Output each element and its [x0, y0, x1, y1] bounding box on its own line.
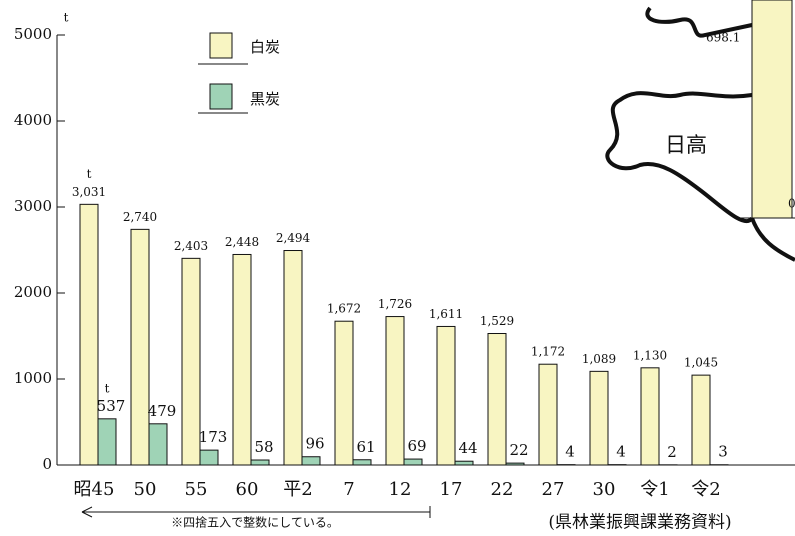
bar: [334, 320, 354, 466]
map-edge-label: 0: [788, 197, 795, 211]
value-label: 1,672: [327, 302, 361, 316]
map-bar: [751, 0, 793, 219]
bar: [505, 462, 525, 466]
value-label: 1,045: [684, 356, 718, 370]
x-tick-label: 令1: [640, 479, 669, 500]
unit-label: t: [105, 381, 110, 395]
value-label: 2,448: [225, 235, 259, 249]
value-label: 2,403: [174, 239, 208, 253]
bar: [301, 456, 321, 466]
bar: [79, 203, 99, 466]
x-tick-label: 22: [491, 479, 514, 500]
bar: [130, 228, 150, 466]
bar: [199, 449, 219, 466]
value-label: 61: [356, 438, 375, 456]
bar: [487, 333, 507, 466]
y-tick-label: 4000: [14, 111, 52, 129]
value-label: 479: [148, 402, 177, 420]
value-label: 1,089: [582, 352, 616, 366]
map-value: 698.1: [706, 31, 740, 45]
bar: [538, 363, 558, 466]
x-tick-label: 7: [343, 479, 354, 500]
x-tick-label: 令2: [691, 479, 720, 500]
value-label: 3,031: [72, 185, 106, 199]
map-region: 日高: [665, 133, 707, 157]
bar: [640, 367, 660, 466]
map-outline: [605, 6, 795, 262]
value-label: 69: [407, 437, 426, 455]
legend-swatch: [209, 83, 233, 110]
value-label: 2,740: [123, 210, 157, 224]
bar: [148, 423, 168, 466]
value-label: 4: [616, 443, 626, 461]
note: ※四捨五入で整数にしている。: [171, 515, 339, 530]
value-label: 3: [718, 443, 728, 461]
value-label: 22: [509, 441, 528, 459]
map: 698.1 日高 0: [605, 0, 795, 262]
x-tick-label: 55: [185, 479, 208, 500]
x-tick-label: 12: [389, 479, 412, 500]
bar: [403, 458, 423, 466]
bar: [385, 316, 405, 466]
value-label: 4: [565, 443, 575, 461]
value-label: 1,130: [633, 348, 667, 362]
legend-label: 白炭: [250, 38, 280, 56]
bar: [454, 460, 474, 466]
bar: [181, 257, 201, 466]
x-tick-label: 50: [134, 479, 157, 500]
value-label: 96: [305, 435, 324, 453]
x-tick-label: 17: [440, 479, 463, 500]
bar: [352, 459, 372, 466]
bar: [97, 418, 117, 466]
value-label: 1,611: [429, 307, 463, 321]
y-tick-label: 5000: [14, 25, 52, 43]
x-tick-label: 平2: [283, 479, 312, 500]
source: (県林業振興課業務資料): [548, 513, 731, 533]
y-unit: t: [64, 11, 69, 25]
bar: [691, 374, 711, 466]
bar: [436, 325, 456, 466]
legend: 白炭 黒炭: [198, 32, 280, 114]
y-tick-label: 0: [42, 455, 52, 473]
value-label: 537: [97, 397, 126, 415]
bar: [589, 370, 609, 466]
bar: [232, 253, 252, 466]
x-tick-label: 昭45: [74, 479, 115, 500]
value-label: 2,494: [276, 231, 311, 245]
y-tick-label: 2000: [14, 283, 52, 301]
value-label: 1,172: [531, 345, 565, 359]
bar: [283, 250, 303, 466]
y-tick-label: 1000: [14, 369, 52, 387]
bar: [250, 459, 270, 466]
x-tick-label: 27: [542, 479, 565, 500]
value-label: 1,726: [378, 297, 412, 311]
x-tick-label: 30: [593, 479, 616, 500]
unit-label: t: [87, 167, 92, 181]
legend-swatch: [209, 32, 233, 59]
x-tick-label: 60: [236, 479, 259, 500]
value-label: 173: [199, 428, 228, 446]
y-tick-label: 3000: [14, 197, 52, 215]
value-label: 58: [254, 438, 273, 456]
value-label: 44: [458, 439, 477, 457]
note-arrowhead: [81, 506, 93, 518]
legend-label: 黒炭: [250, 90, 280, 108]
value-label: 1,529: [480, 314, 514, 328]
value-label: 2: [667, 443, 677, 461]
